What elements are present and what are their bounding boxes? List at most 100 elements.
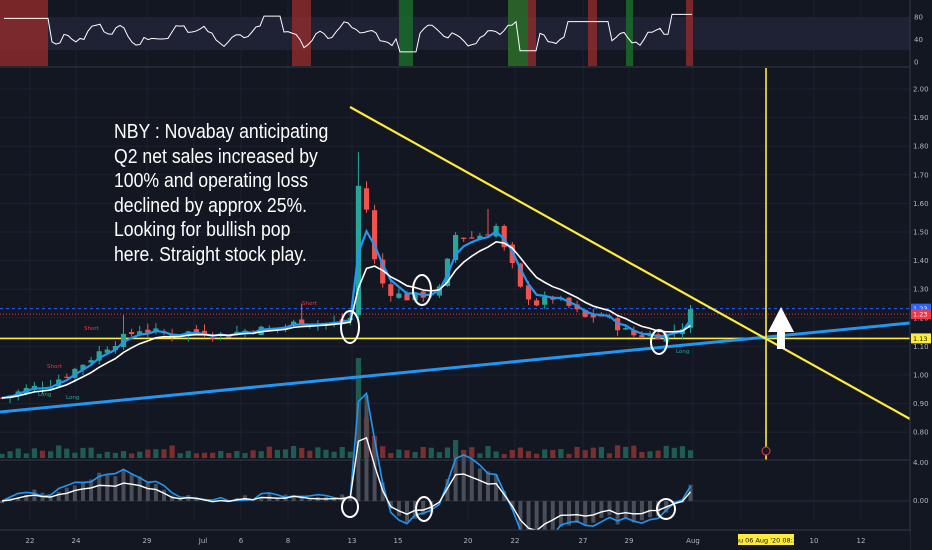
candle-body [380, 259, 386, 284]
histogram-bar [445, 479, 450, 501]
histogram-bar [615, 501, 620, 525]
histogram-bar [56, 491, 61, 501]
histogram-bar [453, 454, 458, 501]
histogram-bar [421, 501, 426, 515]
histogram-bar [64, 487, 69, 501]
histogram-bar [518, 501, 523, 534]
volume-bar [291, 445, 297, 458]
volume-bar [388, 453, 394, 458]
histogram-bar [299, 495, 304, 501]
oversold-zone [399, 0, 413, 66]
overbought-zone [588, 0, 597, 66]
histogram-bar [656, 501, 661, 517]
volume-bar [56, 445, 62, 458]
volume-bar [436, 452, 442, 458]
candle-body [631, 329, 637, 336]
signal-label: Short [47, 364, 63, 370]
oscillator-pane [0, 391, 910, 550]
price-tick-label: 1.40 [913, 257, 929, 265]
time-tick-label: 22 [511, 537, 520, 545]
volume-bar [380, 446, 386, 458]
highlight-circle [415, 496, 433, 522]
arrow-shaft [777, 330, 785, 349]
volume-bar [31, 448, 37, 458]
histogram-bar [259, 497, 264, 501]
volume-bar [242, 453, 248, 458]
candle-body [501, 226, 507, 248]
volume-bar [631, 445, 637, 458]
histogram-bar [194, 498, 199, 501]
annotation-line: Q2 net sales increased by [114, 144, 318, 168]
histogram-bar [526, 501, 531, 545]
candle-body [112, 345, 118, 351]
histogram-bar [591, 501, 596, 523]
histogram-bar [81, 481, 85, 501]
price-tick-label: 1.50 [913, 229, 929, 237]
osc-tick-label: 4.00 [913, 459, 929, 467]
time-tick-label: 8 [286, 537, 290, 545]
volume-bar [534, 453, 540, 458]
crosshair-date-label: Thu 06 Aug '20 08:30 [730, 537, 801, 545]
volume-bar [266, 446, 272, 458]
candle-body [461, 237, 467, 239]
time-tick-label: Aug [686, 537, 700, 545]
candle-body [193, 329, 199, 333]
candle-body [120, 333, 127, 347]
volume-bar [542, 449, 548, 458]
volume-bar [412, 451, 418, 458]
time-axis[interactable]: 222429Jul68131520222729Aug81012Thu 06 Au… [0, 529, 910, 550]
descending-trendline [349, 106, 911, 420]
highlight-circle [412, 274, 432, 306]
price-badge [911, 309, 931, 320]
arrow-up-icon [768, 307, 794, 349]
candle-body [388, 284, 394, 296]
candle-body [64, 376, 70, 378]
volume-bar [404, 450, 410, 458]
histogram-bar [405, 501, 409, 522]
price-axis[interactable]: 2.001.901.801.701.601.501.401.301.201.10… [909, 0, 932, 550]
histogram-bar [145, 482, 150, 501]
volume-bar [96, 453, 102, 458]
histogram-bar [494, 474, 499, 501]
annotation-text: NBY : Novabay anticipating Q2 net sales … [114, 120, 328, 268]
rsi-band [0, 17, 910, 50]
histogram-bar [72, 485, 77, 501]
volume-bar [469, 447, 475, 458]
volume-bar [574, 446, 580, 458]
volume-bar [39, 450, 46, 458]
time-tick-label: 29 [625, 537, 634, 545]
histogram-bar [583, 501, 588, 525]
time-tick-label: 12 [857, 537, 866, 545]
volume-bar [274, 449, 280, 458]
candle-body [104, 349, 110, 353]
volume-bar [80, 447, 86, 458]
volume-bar [145, 449, 151, 458]
volume-bar [250, 450, 256, 458]
overbought-zone [0, 0, 48, 66]
histogram-bar [105, 475, 110, 501]
crosshair-marker-icon [761, 446, 771, 456]
histogram-bar [89, 479, 94, 501]
grid [0, 0, 910, 520]
trend-drawings [0, 68, 911, 460]
annotation-line: declined by approx 25%. [114, 193, 308, 217]
candle-body [412, 292, 418, 301]
rsi-pane [0, 0, 910, 66]
candle-body [623, 327, 629, 330]
volume-bar [258, 451, 264, 458]
histogram-bar [550, 501, 555, 535]
volume-bar [48, 451, 54, 458]
volume-bar [120, 451, 127, 458]
volume-bar [193, 453, 199, 458]
signal-label: Long [38, 392, 51, 398]
price-badge-label: 1.23 [913, 311, 927, 319]
volume-bar [444, 447, 451, 458]
volume-bar [226, 452, 232, 458]
volume-bar [0, 453, 5, 458]
volume-bar [7, 451, 13, 458]
histogram-bar [486, 471, 490, 501]
price-tick-label: 2.00 [913, 86, 929, 94]
signal-label: Short [84, 326, 100, 332]
